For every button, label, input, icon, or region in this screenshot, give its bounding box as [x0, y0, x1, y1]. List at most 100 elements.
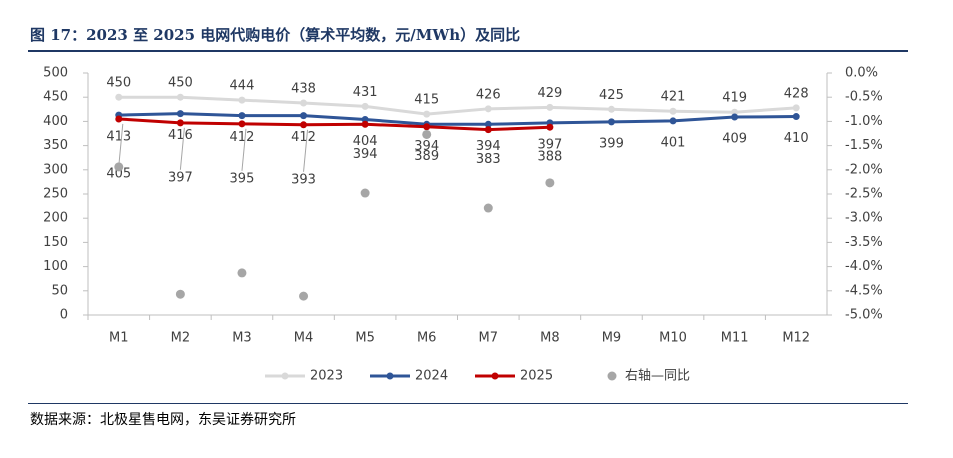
- data-label: 389: [414, 149, 439, 164]
- marker: [669, 107, 677, 115]
- y-tick-label: 350: [43, 138, 68, 153]
- data-label: 401: [661, 135, 686, 150]
- data-label: 412: [291, 130, 316, 145]
- scatter-point: [545, 178, 555, 188]
- y2-tick-label: -2.5%: [845, 187, 883, 202]
- data-label: 388: [537, 150, 562, 165]
- legend-label: 2023: [310, 369, 343, 384]
- scatter-point: [483, 203, 493, 213]
- scatter-point: [114, 162, 124, 172]
- x-tick-label: M2: [171, 331, 191, 346]
- marker: [361, 120, 369, 128]
- data-label: 383: [476, 152, 501, 167]
- data-label: 450: [106, 76, 131, 91]
- data-label: 397: [537, 137, 562, 152]
- data-label: 450: [168, 76, 193, 91]
- x-tick-label: M7: [479, 331, 499, 346]
- y-tick-label: 50: [51, 283, 68, 298]
- x-tick-label: M11: [721, 331, 749, 346]
- data-label: 410: [784, 131, 809, 146]
- marker: [484, 126, 492, 134]
- scatter-point: [360, 188, 370, 198]
- y2-tick-label: -2.0%: [845, 162, 883, 177]
- data-label: 393: [291, 172, 316, 187]
- marker: [669, 117, 677, 125]
- y2-tick-label: -4.5%: [845, 283, 883, 298]
- scatter-point: [237, 268, 247, 278]
- leader: [303, 129, 309, 172]
- x-tick-label: M10: [659, 331, 687, 346]
- marker: [423, 123, 431, 131]
- legend-label: 2025: [520, 369, 553, 384]
- x-tick-label: M3: [232, 331, 252, 346]
- data-label: 394: [353, 147, 378, 162]
- marker: [423, 110, 431, 118]
- y2-tick-label: -1.5%: [845, 138, 883, 153]
- data-label: 415: [414, 93, 439, 108]
- data-label: 426: [476, 87, 501, 102]
- y2-tick-label: -3.5%: [845, 235, 883, 250]
- y2-tick-label: -4.0%: [845, 259, 883, 274]
- legend-marker: [607, 371, 617, 381]
- data-label: 419: [722, 91, 747, 106]
- leader: [179, 127, 185, 170]
- marker: [731, 108, 739, 116]
- x-tick-label: M8: [540, 331, 560, 346]
- y-tick-label: 500: [43, 66, 68, 81]
- y-tick-label: 400: [43, 114, 68, 129]
- marker: [115, 93, 123, 101]
- data-label: 425: [599, 88, 624, 103]
- data-label: 395: [230, 171, 255, 186]
- marker: [731, 113, 739, 121]
- data-label: 409: [722, 132, 747, 147]
- data-label: 394: [414, 139, 439, 154]
- data-label: 404: [353, 134, 378, 149]
- title-rule: [28, 50, 908, 52]
- data-label: 428: [784, 86, 809, 101]
- marker: [300, 112, 308, 120]
- marker: [546, 123, 554, 131]
- scatter-point: [299, 291, 309, 301]
- marker: [176, 110, 184, 118]
- data-label: 394: [476, 139, 501, 154]
- marker: [546, 103, 554, 111]
- y2-tick-label: 0.0%: [845, 66, 878, 81]
- legend-label: 2024: [415, 369, 448, 384]
- line: [118, 112, 797, 126]
- legend-label: 右轴—同比: [625, 369, 690, 384]
- marker: [176, 93, 184, 101]
- data-label: 399: [599, 136, 624, 151]
- data-label: 397: [168, 170, 193, 185]
- data-label: 431: [353, 85, 378, 100]
- marker: [607, 118, 615, 126]
- marker: [607, 105, 615, 113]
- x-tick-label: M9: [602, 331, 622, 346]
- x-tick-label: M1: [109, 331, 129, 346]
- data-label: 405: [106, 166, 131, 181]
- legend-marker: [491, 372, 499, 380]
- x-tick-label: M5: [355, 331, 375, 346]
- y-tick-label: 200: [43, 211, 68, 226]
- leader: [241, 128, 247, 171]
- marker: [115, 115, 123, 123]
- marker: [361, 102, 369, 110]
- marker: [238, 112, 246, 120]
- legend-marker: [281, 372, 289, 380]
- line: [118, 117, 550, 132]
- y2-tick-label: -3.0%: [845, 211, 883, 226]
- y-tick-label: 300: [43, 162, 68, 177]
- source-rule: [28, 403, 908, 404]
- y-tick-label: 250: [43, 187, 68, 202]
- marker: [238, 120, 246, 128]
- marker: [484, 105, 492, 113]
- data-label: 444: [230, 79, 255, 94]
- marker: [484, 120, 492, 128]
- y2-tick-label: -1.0%: [845, 114, 883, 129]
- source: 数据来源：北极星售电网，东吴证券研究所: [30, 412, 296, 428]
- data-label: 438: [291, 82, 316, 97]
- marker: [792, 104, 800, 112]
- data-label: 416: [168, 128, 193, 143]
- y2-tick-label: -0.5%: [845, 90, 883, 105]
- marker: [300, 99, 308, 107]
- y-tick-label: 450: [43, 90, 68, 105]
